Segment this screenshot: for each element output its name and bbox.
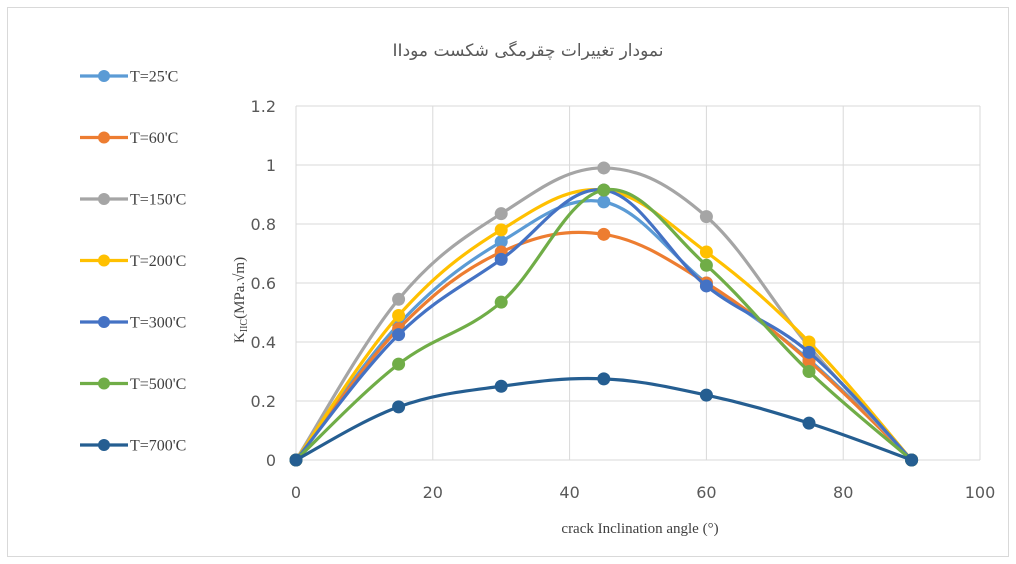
data-point [289,453,303,467]
legend-item: T=200'C [80,253,186,270]
y-tick-label: 0 [266,451,276,470]
legend-swatch-marker [98,377,110,390]
data-point [802,365,816,378]
data-point [905,453,919,467]
data-point [597,195,611,209]
data-point [392,400,406,414]
data-point [494,379,508,393]
legend-item: T=700'C [80,438,186,455]
chart-svg: نمودار تغییرات چقرمگی شکست مودII 0 0.2 0.4… [80,40,995,537]
legend-swatch-marker [98,316,110,328]
series-line [294,166,913,462]
legend-label: T=25'C [130,69,178,86]
series-T=300'C [289,183,919,467]
data-point [494,295,508,309]
legend-item: T=300'C [80,315,186,332]
y-tick-label: 0.8 [251,215,276,234]
y-tick-label: 0.6 [251,274,276,293]
x-tick-label: 0 [291,483,301,502]
legend-item: T=150'C [80,192,186,209]
data-point [699,210,713,224]
data-point [597,227,611,241]
legend-label: T=700'C [130,438,186,455]
data-point [802,416,816,430]
data-point [699,245,713,259]
legend-swatch-marker [98,439,110,451]
legend-swatch-marker [98,254,110,267]
x-tick-label: 40 [559,483,579,502]
data-point [392,292,406,306]
y-axis-label-main: K [232,332,248,343]
gridlines [295,105,981,461]
y-axis-label-unit: (MPa.√m) [232,257,248,319]
legend: T=25'C T=60'C T=150'C T=200'C T=300'C T=500'C… [80,69,186,455]
legend-swatch-marker [98,70,110,82]
legend-label: T=500'C [130,376,186,393]
data-point [597,372,611,386]
legend-item: T=60'C [80,130,178,147]
series-T=60'C [289,227,919,467]
y-tick-label: 1 [266,156,276,175]
data-point [494,252,508,266]
data-point [699,388,713,402]
x-tick-label: 60 [696,483,716,502]
legend-label: T=150'C [130,192,186,209]
y-axis-label-sub: IIC [239,319,250,333]
data-point [802,345,816,359]
x-tick-labels: 0 20 40 60 80 100 [291,483,995,502]
chart-title: نمودار تغییرات چقرمگی شکست مودII [393,40,664,61]
x-axis-label: crack Inclination angle (°) [561,521,718,537]
legend-item: T=500'C [80,376,186,393]
data-point [392,328,406,342]
data-point [597,161,611,175]
series-line [295,376,913,462]
legend-label: T=300'C [130,315,186,332]
series-T=500'C [289,183,919,467]
data-point [699,279,713,293]
y-tick-label: 1.2 [251,97,276,116]
legend-swatch-marker [98,131,110,144]
legend-swatch-marker [98,193,110,205]
legend-item: T=25'C [80,69,178,86]
data-point [392,357,406,371]
data-point [494,223,508,237]
legend-label: T=60'C [130,130,178,147]
legend-label: T=200'C [130,253,186,270]
y-tick-label: 0.2 [251,392,276,411]
y-axis-label: KIIC(MPa.√m) [232,257,250,343]
series-T=700'C [289,372,919,467]
chart-container: نمودار تغییرات چقرمگی شکست مودII 0 0.2 0.4… [7,7,1009,557]
data-point [494,235,508,249]
y-tick-labels: 0 0.2 0.4 0.6 0.8 1 1.2 [251,97,276,470]
data-series [289,161,919,467]
data-point [392,308,406,322]
y-tick-label: 0.4 [251,333,276,352]
data-point [597,183,611,197]
series-T=200'C [289,183,919,467]
x-tick-label: 100 [965,483,996,502]
data-point [494,207,508,221]
x-tick-label: 80 [833,483,853,502]
data-point [699,258,713,272]
x-tick-label: 20 [423,483,443,502]
data-point [802,335,816,349]
